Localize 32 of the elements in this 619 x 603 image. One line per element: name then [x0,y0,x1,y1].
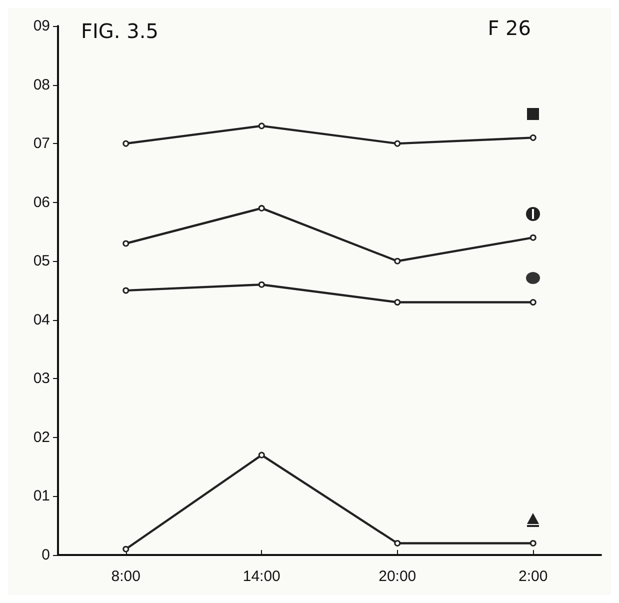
point [530,299,536,306]
y-tick-label: 09 [33,18,50,34]
y-tick-label: 05 [33,252,50,270]
point [394,540,401,546]
point [122,140,130,147]
y-tick-label: 08 [33,76,50,94]
y-tick-label: 03 [33,370,50,388]
annotation: F 26 [488,16,531,40]
point [258,452,265,458]
y-tick-label: 06 [33,194,50,211]
point [122,546,130,552]
x-tick-label: 8:00 [111,568,140,585]
point [258,204,265,212]
point [394,299,401,306]
point [258,122,265,130]
point [258,281,265,288]
x-tick-label: 2:00 [518,568,548,585]
point [394,140,401,147]
y-tick-label: 07 [33,135,50,152]
chart-title: FIG. 3.5 [81,19,158,43]
point [530,234,536,241]
y-tick-label: 04 [33,311,50,328]
y-tick-label: 01 [33,488,50,505]
y-tick-label: 02 [33,428,50,446]
point [530,134,536,141]
x-tick-label: 14:00 [242,568,280,585]
point [530,540,536,546]
point [122,240,130,247]
x-tick-label: 20:00 [378,568,416,585]
y-tick-label: 0 [42,546,50,564]
point [394,258,401,264]
point [122,287,130,294]
